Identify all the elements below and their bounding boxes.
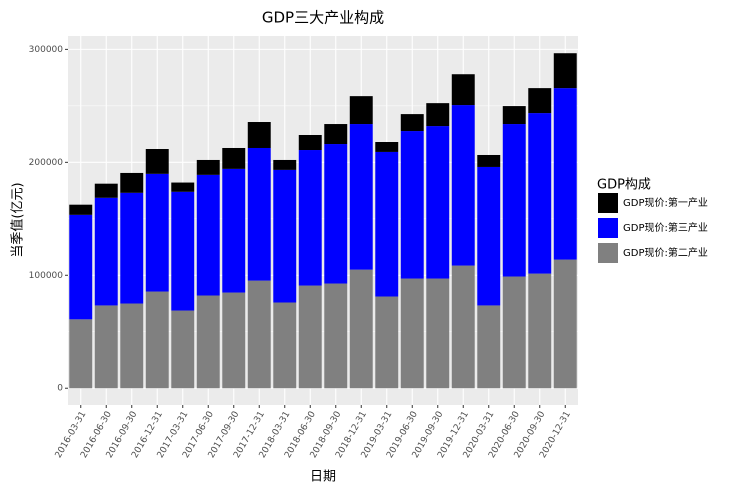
bar-segment <box>94 183 118 198</box>
bar-segment <box>528 273 552 389</box>
bar-segment <box>94 305 118 389</box>
bar-segment <box>298 285 322 389</box>
bar-segment <box>145 149 169 174</box>
bar-segment <box>451 74 475 106</box>
legend-label: GDP现价:第二产业 <box>623 246 708 259</box>
x-axis-label: 日期 <box>310 470 336 485</box>
bar-segment <box>222 292 246 389</box>
bar-segment <box>528 88 552 114</box>
bar-segment <box>171 182 195 192</box>
bar-segment <box>349 96 373 125</box>
bar-segment <box>94 197 118 306</box>
bar-segment <box>553 53 577 89</box>
bar-segment <box>247 122 271 148</box>
y-tick-label: 100000 <box>29 271 64 281</box>
bar-segment <box>120 172 144 193</box>
bar-segment <box>477 154 501 167</box>
legend-label: GDP现价:第一产业 <box>623 196 708 209</box>
bar-segment <box>69 214 93 320</box>
bar-segment <box>171 191 195 311</box>
bar-segment <box>426 103 450 127</box>
bar-segment <box>349 124 373 270</box>
bar-segment <box>273 159 297 170</box>
bar-segment <box>528 113 552 274</box>
bar-segment <box>375 142 399 152</box>
bar-segment <box>451 265 475 389</box>
bar-segment <box>222 147 246 169</box>
bar-segment <box>247 147 271 281</box>
bar-segment <box>196 159 220 175</box>
bar-segment <box>247 280 271 389</box>
bar-segment <box>145 173 169 292</box>
bar-segment <box>477 166 501 306</box>
bar-segment <box>502 106 526 125</box>
y-axis-label: 当季值(亿元) <box>10 182 26 257</box>
legend-title: GDP构成 <box>597 178 651 193</box>
bar-segment <box>324 144 348 284</box>
y-tick-label: 0 <box>57 384 63 394</box>
bar-segment <box>553 259 577 389</box>
bar-segment <box>400 114 424 132</box>
bar-segment <box>298 134 322 151</box>
legend-label: GDP现价:第三产业 <box>623 221 708 234</box>
bar-segment <box>120 192 144 304</box>
bar-segment <box>145 291 169 389</box>
bar-segment <box>477 305 501 389</box>
bar-segment <box>451 105 475 266</box>
bar-segment <box>400 278 424 389</box>
bar-segment <box>171 310 195 389</box>
bar-segment <box>502 124 526 277</box>
legend-swatch <box>598 218 618 238</box>
bar-segment <box>69 319 93 389</box>
legend-swatch <box>598 243 618 263</box>
bar-segment <box>298 150 322 286</box>
bar-segment <box>69 204 93 215</box>
plot-panel <box>68 36 578 405</box>
y-tick-label: 300000 <box>29 45 64 55</box>
bar-segment <box>273 302 297 389</box>
bar-segment <box>273 169 297 303</box>
y-tick-label: 200000 <box>29 158 64 168</box>
bar-segment <box>426 278 450 389</box>
legend-swatch <box>598 193 618 213</box>
bar-segment <box>324 124 348 145</box>
bar-segment <box>502 276 526 389</box>
bar-segment <box>349 269 373 389</box>
bar-segment <box>375 296 399 389</box>
chart-title: GDP三大产业构成 <box>262 9 384 27</box>
bar-segment <box>324 283 348 389</box>
bar-segment <box>426 126 450 279</box>
bar-segment <box>120 303 144 389</box>
bar-segment <box>553 88 577 260</box>
bar-segment <box>222 168 246 293</box>
bar-segment <box>196 295 220 389</box>
bar-segment <box>196 174 220 296</box>
bar-segment <box>375 151 399 297</box>
bar-segment <box>400 131 424 279</box>
